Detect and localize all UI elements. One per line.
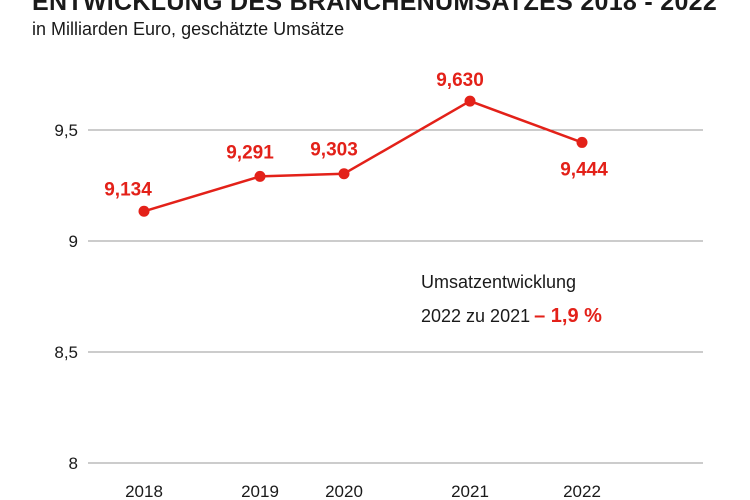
data-point (464, 95, 476, 107)
data-point (576, 136, 588, 148)
data-label: 9,630 (436, 70, 484, 91)
y-tick-label: 8,5 (54, 343, 78, 362)
x-tick-label: 2020 (325, 482, 363, 500)
annotation-line-2: 2022 zu 2021– 1,9 % (421, 299, 602, 333)
y-tick-label: 9 (69, 232, 78, 251)
chart-subtitle: in Milliarden Euro, geschätzte Umsätze (32, 19, 345, 39)
data-point (254, 170, 266, 182)
x-tick-label: 2018 (125, 482, 163, 500)
y-tick-label: 9,5 (54, 121, 78, 140)
x-tick-label: 2019 (241, 482, 279, 500)
data-label: 9,444 (560, 159, 608, 180)
annotation-line-1: Umsatzentwicklung (421, 272, 577, 292)
data-point (338, 168, 350, 180)
data-point (138, 205, 150, 217)
data-label: 9,291 (226, 142, 274, 163)
x-tick-label: 2021 (451, 482, 489, 500)
x-tick-label: 2022 (563, 482, 601, 500)
data-label: 9,303 (310, 140, 358, 161)
annotation-period: 2022 zu 2021 (421, 306, 531, 326)
data-label: 9,134 (104, 179, 152, 200)
y-tick-label: 8 (69, 454, 78, 473)
series-line (143, 99, 583, 213)
chart-title: ENTWICKLUNG DES BRANCHENUMSATZES 2018 - … (32, 0, 718, 16)
change-annotation: Umsatzentwicklung 2022 zu 2021– 1,9 % (421, 265, 602, 333)
annotation-delta: – 1,9 % (534, 305, 602, 327)
